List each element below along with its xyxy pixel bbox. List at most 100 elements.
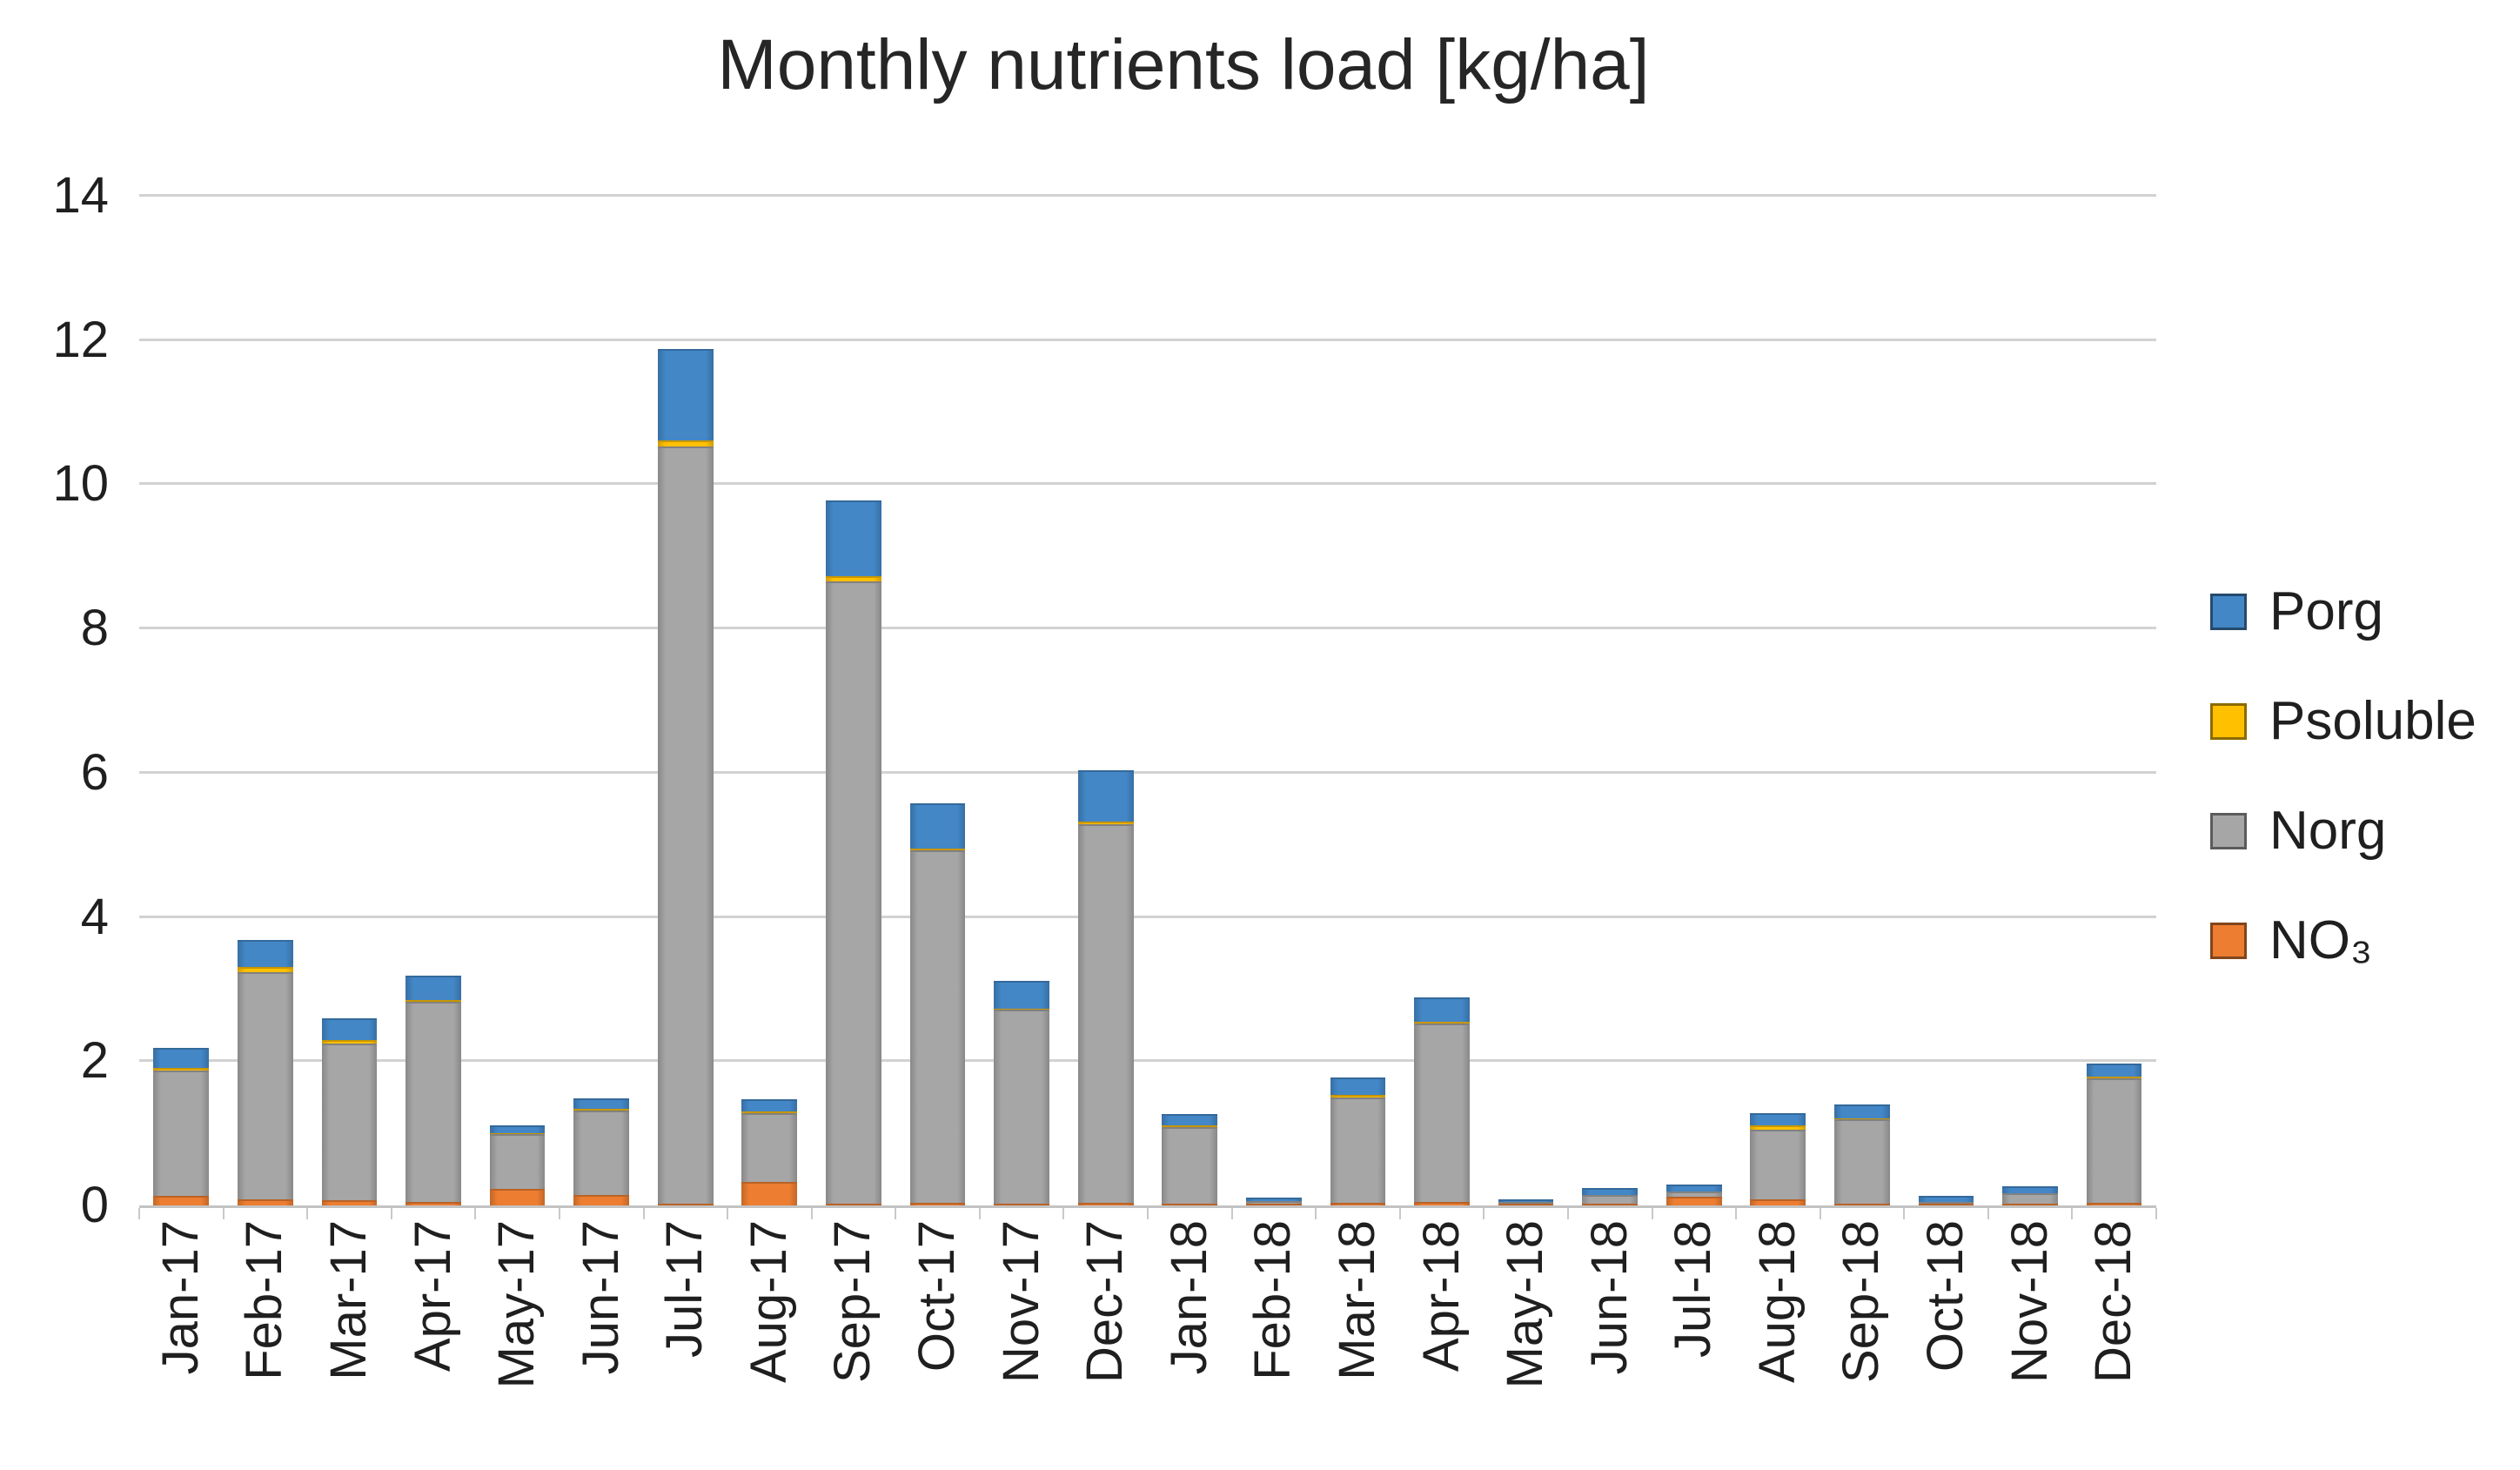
segment-no-oct-18 — [1918, 1204, 1974, 1205]
y-tick-label: 0 — [80, 1177, 109, 1233]
legend-item-no: NO₃ — [2210, 914, 2476, 968]
legend-label: NO₃ — [2269, 910, 2373, 970]
segment-norg-nov-18 — [2002, 1192, 2058, 1204]
x-tick-label: Aug-18 — [1748, 1220, 1806, 1384]
segment-porg-aug-17 — [741, 1099, 798, 1112]
stacked-bar-jun-17 — [573, 196, 630, 1205]
x-label-slot: May-18 — [1484, 1220, 1568, 1470]
x-tick-label: Jan-17 — [151, 1220, 209, 1375]
x-label-slot: Jul-17 — [643, 1220, 727, 1470]
segment-psoluble-feb-17 — [238, 966, 293, 972]
x-tick-label: Mar-18 — [1328, 1220, 1385, 1380]
segment-no-aug-18 — [1750, 1199, 1806, 1205]
segment-no-jul-18 — [1665, 1197, 1722, 1205]
x-tick-label: Feb-18 — [1244, 1220, 1302, 1380]
bar-slot-jul-18 — [1652, 196, 1736, 1205]
segment-no-mar-17 — [321, 1200, 378, 1205]
y-axis: 0 2 4 6 8 10 12 14 — [0, 171, 109, 1231]
segment-no-sep-17 — [826, 1203, 881, 1205]
segment-norg-jan-17 — [153, 1071, 210, 1197]
x-tick-label: Apr-18 — [1412, 1220, 1470, 1373]
legend-swatch-icon — [2210, 703, 2247, 740]
segment-norg-jul-18 — [1665, 1191, 1722, 1198]
stacked-bar-aug-18 — [1750, 196, 1806, 1205]
segment-norg-feb-17 — [238, 971, 293, 1200]
stacked-bar-jul-18 — [1665, 196, 1722, 1205]
stacked-bar-dec-18 — [2086, 196, 2142, 1205]
x-label-slot: Apr-17 — [392, 1220, 476, 1470]
segment-porg-oct-17 — [909, 802, 966, 849]
x-label-slot: Mar-17 — [307, 1220, 392, 1470]
bar-slot-feb-18 — [1232, 196, 1317, 1205]
segment-no-jan-18 — [1162, 1203, 1218, 1205]
x-label-slot: Oct-17 — [895, 1220, 980, 1470]
x-tickmark — [895, 1208, 897, 1219]
segment-psoluble-apr-17 — [405, 999, 461, 1003]
bar-slot-may-17 — [475, 196, 560, 1205]
bar-slot-dec-18 — [2072, 196, 2156, 1205]
segment-norg-may-18 — [1498, 1201, 1554, 1205]
x-tick-label: Jul-18 — [1665, 1220, 1722, 1358]
x-tickmark — [810, 1208, 813, 1219]
gridline — [139, 482, 2156, 486]
x-label-slot: Apr-18 — [1400, 1220, 1485, 1470]
segment-norg-sep-18 — [1833, 1119, 1890, 1204]
legend-item-norg: Norg — [2210, 804, 2476, 858]
segment-no-nov-17 — [994, 1203, 1049, 1205]
x-tick-label: Feb-17 — [236, 1220, 293, 1380]
bar-slot-sep-17 — [812, 196, 896, 1205]
stacked-bar-oct-18 — [1918, 196, 1974, 1205]
x-label-slot: Dec-17 — [1063, 1220, 1148, 1470]
gridline — [139, 915, 2156, 918]
segment-porg-may-17 — [489, 1125, 546, 1134]
stacked-bar-mar-18 — [1330, 196, 1386, 1205]
stacked-bar-sep-18 — [1833, 196, 1890, 1205]
x-label-slot: Jun-18 — [1568, 1220, 1652, 1470]
y-tick-label: 8 — [80, 600, 109, 657]
segment-psoluble-apr-18 — [1414, 1021, 1470, 1024]
x-tickmark — [1903, 1208, 1906, 1219]
x-tickmark — [390, 1208, 392, 1219]
x-label-slot: Sep-17 — [812, 1220, 896, 1470]
segment-norg-dec-18 — [2086, 1078, 2142, 1203]
stacked-bar-jan-18 — [1162, 196, 1218, 1205]
x-tick-label: Oct-18 — [1916, 1220, 1974, 1373]
segment-no-feb-18 — [1245, 1204, 1302, 1205]
x-tick-label: Jun-17 — [572, 1220, 629, 1375]
x-label-slot: Mar-18 — [1316, 1220, 1400, 1470]
legend: Porg Psoluble Norg NO₃ — [2210, 585, 2476, 968]
x-tick-label: Dec-17 — [1076, 1220, 1134, 1383]
bar-slot-mar-18 — [1316, 196, 1400, 1205]
segment-norg-apr-17 — [405, 1002, 461, 1202]
segment-no-dec-18 — [2086, 1202, 2142, 1205]
x-label-slot: Feb-18 — [1232, 1220, 1317, 1470]
x-tick-label: Nov-18 — [2001, 1220, 2058, 1383]
x-tickmark — [1062, 1208, 1065, 1219]
segment-no-mar-18 — [1330, 1202, 1386, 1205]
y-tick-label: 6 — [80, 743, 109, 801]
bar-slot-apr-17 — [392, 196, 476, 1205]
x-label-slot: Jun-17 — [560, 1220, 644, 1470]
x-tickmark — [138, 1208, 140, 1219]
stacked-bar-oct-17 — [909, 196, 966, 1205]
x-tickmark — [1819, 1208, 1821, 1219]
segment-norg-dec-17 — [1077, 823, 1134, 1203]
stacked-bar-nov-17 — [994, 196, 1049, 1205]
plot-area — [139, 194, 2156, 1208]
x-label-slot: Oct-18 — [1904, 1220, 1988, 1470]
stacked-bar-dec-17 — [1077, 196, 1134, 1205]
y-tick-label: 14 — [52, 167, 109, 224]
segment-porg-mar-17 — [321, 1018, 378, 1041]
x-label-slot: Dec-18 — [2072, 1220, 2156, 1470]
segment-psoluble-aug-17 — [741, 1111, 798, 1113]
bar-slot-apr-18 — [1400, 196, 1485, 1205]
x-tickmark — [558, 1208, 560, 1219]
segment-no-jul-17 — [657, 1203, 714, 1205]
y-tick-label: 2 — [80, 1032, 109, 1090]
segment-psoluble-dec-18 — [2086, 1076, 2142, 1079]
bar-slot-oct-17 — [895, 196, 980, 1205]
x-tick-label: Apr-17 — [404, 1220, 461, 1373]
x-tickmark — [1735, 1208, 1738, 1219]
segment-porg-sep-17 — [826, 500, 881, 576]
